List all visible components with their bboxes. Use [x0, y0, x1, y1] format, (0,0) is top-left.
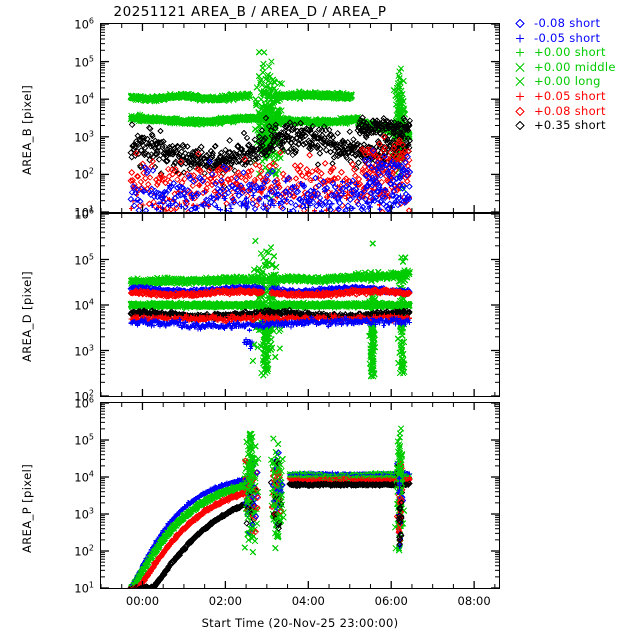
ytick-label: 104	[74, 91, 94, 107]
ytick-label: 106	[74, 395, 94, 411]
diamond-marker-icon	[512, 118, 528, 133]
ytick-label: 102	[74, 166, 94, 182]
plus-marker-icon	[512, 31, 528, 46]
diamond-marker-icon	[512, 104, 528, 119]
ytick-label: 103	[74, 343, 94, 358]
legend-item[interactable]: +0.00 long	[508, 74, 640, 89]
ytick-label: 104	[74, 469, 94, 485]
ytick-label: 106	[74, 16, 94, 32]
legend-item[interactable]: -0.05 short	[508, 31, 640, 46]
legend-label: +0.05 short	[534, 88, 606, 103]
xtick-label: 06:00	[374, 594, 408, 608]
xtick-label: 04:00	[291, 594, 325, 608]
panel-area-p-plot	[101, 403, 499, 588]
legend-label: +0.00 middle	[534, 59, 616, 74]
legend: -0.08 short -0.05 short +0.00 short +0.00 m…	[508, 16, 640, 133]
panel-area-b-plot	[101, 24, 499, 212]
legend-item[interactable]: -0.08 short	[508, 16, 640, 31]
panel-area-d	[100, 213, 500, 397]
ytick-label: 105	[74, 432, 94, 448]
chart-title: 20251121 AREA_B / AREA_D / AREA_P	[113, 4, 387, 20]
x-axis-label: Start Time (20-Nov-25 23:00:00)	[201, 616, 399, 630]
ylabel-area-p: AREA_P [pixel]	[20, 463, 34, 553]
ylabel-area-b: AREA_B [pixel]	[20, 84, 34, 175]
ytick-label: 106	[74, 206, 94, 222]
legend-label: +0.08 short	[534, 103, 606, 118]
cross-marker-icon	[512, 74, 528, 89]
legend-item[interactable]: +0.08 short	[508, 104, 640, 119]
legend-item[interactable]: +0.00 short	[508, 45, 640, 60]
panel-area-b	[100, 23, 500, 213]
legend-item[interactable]: +0.00 middle	[508, 60, 640, 75]
legend-label: +0.35 short	[534, 118, 606, 133]
ytick-label: 101	[74, 204, 94, 220]
legend-item[interactable]: +0.35 short	[508, 118, 640, 133]
ytick-label: 104	[74, 297, 94, 313]
panel-area-p	[100, 402, 500, 589]
plus-marker-icon	[512, 89, 528, 104]
legend-label: -0.08 short	[534, 16, 601, 30]
panel-area-d-plot	[101, 214, 499, 396]
ytick-label: 103	[74, 506, 94, 522]
ytick-label: 101	[74, 580, 94, 596]
diamond-marker-icon	[512, 16, 528, 31]
xtick-label: 00:00	[125, 594, 160, 608]
ytick-label: 105	[74, 54, 94, 70]
legend-label: -0.05 short	[534, 30, 601, 45]
ytick-label: 103	[74, 129, 94, 145]
ytick-label: 102	[74, 543, 94, 559]
plus-marker-icon	[512, 45, 528, 60]
ytick-label: 105	[74, 252, 94, 267]
cross-marker-icon	[512, 60, 528, 75]
xtick-label: 02:00	[208, 594, 242, 608]
ylabel-area-d: AREA_D [pixel]	[20, 270, 34, 362]
legend-item[interactable]: +0.05 short	[508, 89, 640, 104]
xtick-label: 08:00	[457, 594, 491, 608]
ytick-label: 102	[74, 388, 94, 404]
legend-label: +0.00 long	[534, 74, 601, 89]
legend-label: +0.00 short	[534, 45, 606, 60]
